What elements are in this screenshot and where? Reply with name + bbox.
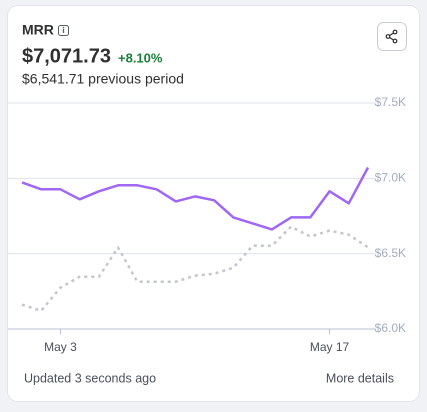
previous-period: $6,541.71 previous period <box>22 71 184 87</box>
card-title: MRR <box>22 22 54 38</box>
line-series <box>21 166 370 231</box>
metric-value: $7,071.73 <box>22 45 111 67</box>
share-button[interactable] <box>377 22 407 51</box>
info-icon[interactable] <box>58 25 69 36</box>
more-details-link[interactable]: More details <box>326 371 394 385</box>
x-tick-label: May 3 <box>44 340 77 354</box>
y-tick-label: $7.0K <box>375 171 406 185</box>
x-tick-label: May 17 <box>310 340 350 354</box>
y-tick-label: $7.5K <box>375 95 406 109</box>
y-tick-label: $6.0K <box>375 321 406 335</box>
y-tick-label: $6.5K <box>375 246 406 260</box>
line-series <box>21 225 369 313</box>
card-background <box>7 5 420 402</box>
updated-text: Updated 3 seconds ago <box>24 371 156 385</box>
metric-change: +8.10% <box>118 50 163 65</box>
plot: $6.0K $6.5K $7.0K $7.5K May 3 May 17 <box>8 95 406 354</box>
